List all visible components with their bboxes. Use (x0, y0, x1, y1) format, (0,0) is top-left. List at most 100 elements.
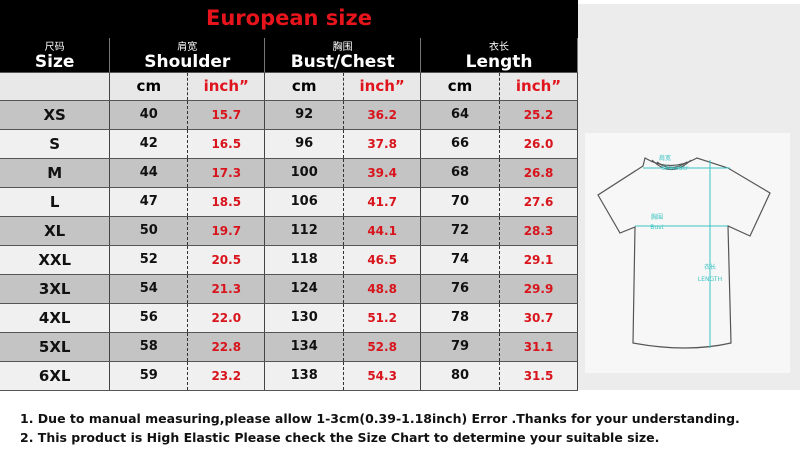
cm-cell: 47 (109, 187, 189, 217)
cm-cell: 50 (109, 216, 189, 246)
table-row: L 47 18.5 106 41.7 70 27.6 (0, 187, 578, 217)
inch-cell: 30.7 (499, 303, 578, 333)
cm-cell: 79 (420, 332, 500, 362)
size-cell: 3XL (0, 274, 111, 304)
inch-cell: 46.5 (343, 245, 422, 275)
inch-cell: 17.3 (187, 158, 266, 188)
svg-text:Bust: Bust (650, 224, 664, 231)
inch-cell: 41.7 (343, 187, 422, 217)
cm-cell: 138 (264, 361, 345, 391)
cm-cell: 54 (109, 274, 189, 304)
table-row: 4XL 56 22.0 130 51.2 78 30.7 (0, 303, 578, 333)
svg-text:Shoulder: Shoulder (662, 165, 689, 172)
inch-cell: 25.2 (499, 100, 578, 130)
size-cell: 6XL (0, 361, 111, 391)
cm-cell: 74 (420, 245, 500, 275)
cm-cell: 52 (109, 245, 189, 275)
svg-text:衣长: 衣长 (704, 263, 716, 271)
inch-cell: 39.4 (343, 158, 422, 188)
cm-cell: 42 (109, 129, 189, 159)
inch-cell: 20.5 (187, 245, 266, 275)
inch-cell: 26.0 (499, 129, 578, 159)
cm-cell: 118 (264, 245, 345, 275)
table-row: S 42 16.5 96 37.8 66 26.0 (0, 129, 578, 159)
diagram-panel: 肩宽 Shoulder 胸围 Bust 衣长 LENGTH (578, 0, 800, 390)
table-row: M 44 17.3 100 39.4 68 26.8 (0, 158, 578, 188)
inch-cell: 31.1 (499, 332, 578, 362)
inch-cell: 15.7 (187, 100, 266, 130)
table-row: 5XL 58 22.8 134 52.8 79 31.1 (0, 332, 578, 362)
size-cell: XXL (0, 245, 111, 275)
cm-cell: 70 (420, 187, 500, 217)
svg-text:胸围: 胸围 (651, 213, 663, 221)
svg-text:LENGTH: LENGTH (698, 276, 722, 283)
cm-cell: 124 (264, 274, 345, 304)
cm-cell: 92 (264, 100, 345, 130)
cm-cell: 56 (109, 303, 189, 333)
notes: 1. Due to manual measuring,please allow … (20, 409, 740, 447)
cm-cell: 100 (264, 158, 345, 188)
inch-cell: 44.1 (343, 216, 422, 246)
inch-cell: 22.0 (187, 303, 266, 333)
cm-cell: 44 (109, 158, 189, 188)
cm-cell: 78 (420, 303, 500, 333)
size-cell: XL (0, 216, 111, 246)
cm-cell: 130 (264, 303, 345, 333)
unit-cm: cm (264, 72, 345, 101)
inch-cell: 29.1 (499, 245, 578, 275)
size-cell: S (0, 129, 111, 159)
inch-cell: 54.3 (343, 361, 422, 391)
inch-cell: 48.8 (343, 274, 422, 304)
cm-cell: 72 (420, 216, 500, 246)
cm-cell: 66 (420, 129, 500, 159)
inch-cell: 21.3 (187, 274, 266, 304)
cm-cell: 134 (264, 332, 345, 362)
size-header: 尺码 Size (0, 38, 111, 73)
inch-cell: 18.5 (187, 187, 266, 217)
note-1: 1. Due to manual measuring,please allow … (20, 411, 740, 426)
cm-cell: 68 (420, 158, 500, 188)
inch-cell: 16.5 (187, 129, 266, 159)
cm-cell: 96 (264, 129, 345, 159)
units-row: cm inch” cm inch” cm inch” (0, 72, 578, 101)
cm-cell: 40 (109, 100, 189, 130)
inch-cell: 36.2 (343, 100, 422, 130)
table-row: XXL 52 20.5 118 46.5 74 29.1 (0, 245, 578, 275)
cm-cell: 59 (109, 361, 189, 391)
inch-cell: 52.8 (343, 332, 422, 362)
shoulder-header: 肩宽 Shoulder (109, 38, 266, 73)
inch-cell: 51.2 (343, 303, 422, 333)
unit-cm: cm (420, 72, 500, 101)
size-cell: 5XL (0, 332, 111, 362)
inch-cell: 28.3 (499, 216, 578, 246)
size-cell: 4XL (0, 303, 111, 333)
size-cell: M (0, 158, 111, 188)
table-row: XL 50 19.7 112 44.1 72 28.3 (0, 216, 578, 246)
table-row: XS 40 15.7 92 36.2 64 25.2 (0, 100, 578, 130)
cm-cell: 64 (420, 100, 500, 130)
bust-header: 胸围 Bust/Chest (264, 38, 422, 73)
cm-cell: 112 (264, 216, 345, 246)
tshirt-diagram: 肩宽 Shoulder 胸围 Bust 衣长 LENGTH (585, 133, 790, 373)
inch-cell: 26.8 (499, 158, 578, 188)
inch-cell: 23.2 (187, 361, 266, 391)
unit-inch: inch” (499, 72, 578, 101)
length-header: 衣长 Length (420, 38, 578, 73)
svg-text:肩宽: 肩宽 (659, 154, 671, 162)
size-cell: XS (0, 100, 111, 130)
size-cell: L (0, 187, 111, 217)
cm-cell: 80 (420, 361, 500, 391)
note-2: 2. This product is High Elastic Please c… (20, 430, 660, 445)
cm-cell: 76 (420, 274, 500, 304)
table-row: 3XL 54 21.3 124 48.8 76 29.9 (0, 274, 578, 304)
size-table: 尺码 Size 肩宽 Shoulder 胸围 Bust/Chest 衣长 Length … (0, 38, 578, 391)
chart-title: European size (0, 0, 578, 38)
inch-cell: 29.9 (499, 274, 578, 304)
cm-cell: 58 (109, 332, 189, 362)
unit-inch: inch” (343, 72, 422, 101)
unit-cm: cm (109, 72, 189, 101)
cm-cell: 106 (264, 187, 345, 217)
inch-cell: 31.5 (499, 361, 578, 391)
blank-cell (0, 72, 111, 101)
unit-inch: inch” (187, 72, 266, 101)
